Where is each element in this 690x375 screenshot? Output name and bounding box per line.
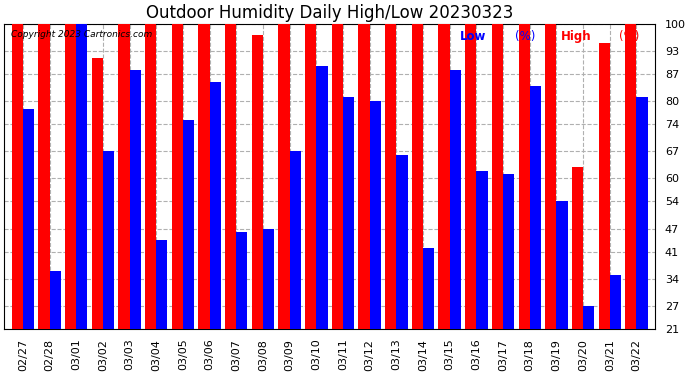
Bar [279,24,290,329]
Bar [450,70,461,329]
Bar [236,232,248,329]
Bar [332,24,343,329]
Bar [343,97,354,329]
Bar [145,24,156,329]
Bar [316,66,328,329]
Bar [370,101,381,329]
Bar [92,58,103,329]
Bar [583,306,594,329]
Bar [130,70,141,329]
Bar [252,35,263,329]
Bar [183,120,194,329]
Bar [438,24,450,329]
Bar [625,24,636,329]
Bar [199,24,210,329]
Bar [503,174,514,329]
Bar [76,24,88,329]
Text: Copyright 2023 Cartronics.com: Copyright 2023 Cartronics.com [10,30,152,39]
Bar [530,86,541,329]
Bar [492,24,503,329]
Bar [465,24,476,329]
Bar [263,228,274,329]
Bar [556,201,568,329]
Bar [39,24,50,329]
Bar [103,151,114,329]
Bar [518,24,530,329]
Bar [65,24,76,329]
Bar [119,24,130,329]
Bar [23,109,34,329]
Text: (%): (%) [515,30,535,43]
Bar [636,97,648,329]
Bar [50,271,61,329]
Bar [12,24,23,329]
Bar [412,24,423,329]
Bar [156,240,168,329]
Bar [610,275,621,329]
Bar [396,155,408,329]
Bar [210,82,221,329]
Bar [225,24,236,329]
Bar [572,167,583,329]
Bar [305,24,316,329]
Bar [476,171,488,329]
Bar [598,43,610,329]
Text: Low: Low [460,30,486,43]
Bar [385,24,396,329]
Title: Outdoor Humidity Daily High/Low 20230323: Outdoor Humidity Daily High/Low 20230323 [146,4,513,22]
Bar [423,248,434,329]
Bar [358,24,370,329]
Text: (%): (%) [620,30,640,43]
Bar [290,151,301,329]
Text: High: High [561,30,591,43]
Bar [545,24,556,329]
Bar [172,24,183,329]
